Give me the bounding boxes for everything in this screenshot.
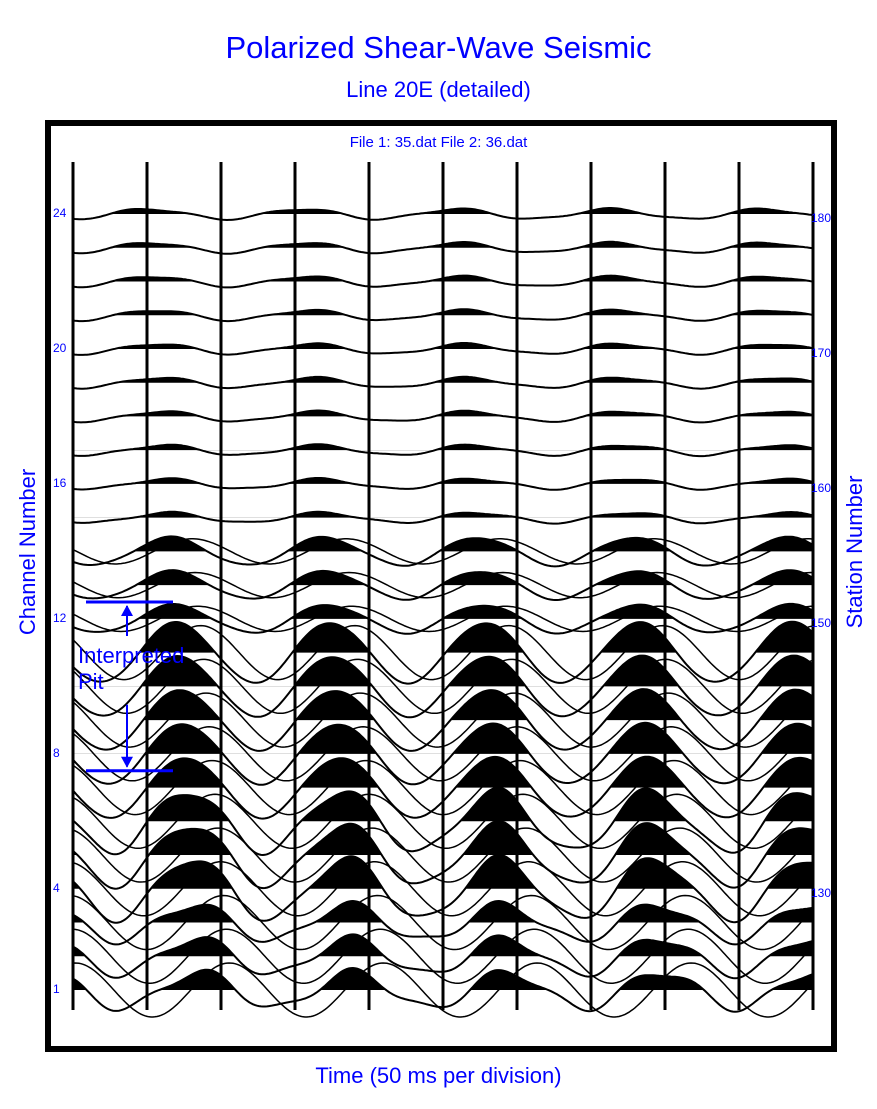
trace-line	[72, 786, 814, 857]
trace-fill	[73, 722, 813, 754]
trace-fill	[73, 444, 813, 451]
trace-fill	[73, 343, 813, 349]
chart-title: Polarized Shear-Wave Seismic	[225, 30, 652, 65]
station-tick-label: 160	[810, 480, 831, 495]
trace-line	[72, 620, 814, 685]
trace-line	[72, 274, 814, 289]
pit-markers	[86, 600, 173, 773]
trace-fill	[73, 854, 813, 889]
trace-line-file2	[72, 861, 814, 917]
interpreted-pit-line1: Interpreted	[78, 643, 185, 668]
trace-fill	[73, 756, 813, 788]
trace-line	[72, 755, 814, 820]
trace-line	[72, 602, 814, 635]
station-tick-label: 170	[810, 345, 831, 360]
trace-fill	[73, 968, 813, 990]
trace-line	[72, 853, 814, 924]
trace-line-file2	[72, 827, 814, 883]
channel-tick-label: 1	[53, 982, 60, 996]
trace-group	[72, 207, 814, 1018]
trace-line-file2	[72, 624, 814, 681]
trace-line	[72, 688, 814, 752]
trace-fill	[73, 536, 813, 552]
trace-line	[72, 654, 814, 719]
plot-frame	[45, 120, 837, 1052]
trace-line-file2	[72, 793, 814, 850]
trace-line-file2	[72, 605, 813, 633]
arrow-down-icon	[121, 756, 133, 768]
trace-fill	[73, 901, 813, 923]
station-tick-label: 180	[810, 211, 831, 225]
trace-fill	[73, 376, 813, 383]
trace-fill	[73, 821, 813, 856]
trace-line	[72, 535, 814, 568]
trace-line-file2	[72, 894, 814, 951]
channel-tick-label: 4	[53, 880, 60, 895]
trace-line	[72, 342, 814, 356]
trace-line	[72, 899, 814, 946]
trace-line	[72, 933, 814, 980]
channel-tick-label: 24	[53, 206, 67, 220]
trace-fill	[73, 655, 813, 687]
channel-tick-label: 16	[53, 475, 67, 490]
files-label: File 1: 35.dat File 2: 36.dat	[349, 134, 528, 151]
interpreted-pit-line2: Pit	[78, 669, 104, 694]
trace-line-file2	[72, 962, 814, 1018]
station-tick-label: 150	[810, 615, 831, 630]
trace-line-file2	[72, 571, 814, 599]
station-axis-label: Station Number	[842, 475, 867, 629]
trace-line	[72, 569, 814, 601]
trace-line	[72, 443, 814, 458]
trace-line	[72, 966, 814, 1013]
trace-line	[72, 510, 814, 525]
trace-fill	[73, 478, 813, 484]
trace-line	[72, 207, 814, 222]
trace-line	[72, 375, 814, 390]
trace-line-file2	[72, 538, 814, 565]
channel-tick-label: 8	[53, 745, 60, 760]
channel-tick-label: 20	[53, 340, 67, 355]
trace-line	[72, 477, 814, 491]
arrow-up-icon	[121, 605, 133, 616]
chart-subtitle: Line 20E (detailed)	[346, 77, 531, 102]
channel-axis-label: Channel Number	[15, 468, 40, 636]
time-axis-label: Time (50 ms per division)	[315, 1063, 562, 1088]
trace-line-file2	[72, 759, 814, 816]
station-tick-label: 130	[810, 885, 831, 900]
channel-tick-label: 12	[53, 610, 67, 625]
trace-line	[72, 409, 814, 424]
trace-fill	[73, 934, 813, 957]
trace-line-file2	[72, 658, 814, 715]
trace-line-file2	[72, 726, 814, 782]
trace-fill	[73, 410, 813, 417]
trace-line	[72, 308, 814, 323]
trace-fill	[73, 787, 813, 822]
trace-line	[72, 240, 814, 255]
trace-fill	[73, 570, 813, 586]
trace-line-file2	[72, 928, 814, 985]
trace-fill	[73, 511, 813, 518]
trace-line	[72, 820, 814, 890]
trace-fill	[73, 621, 813, 653]
trace-line	[72, 721, 814, 786]
trace-line-file2	[72, 692, 814, 748]
interpreted-pit-label: Interpreted Pit	[78, 643, 184, 695]
